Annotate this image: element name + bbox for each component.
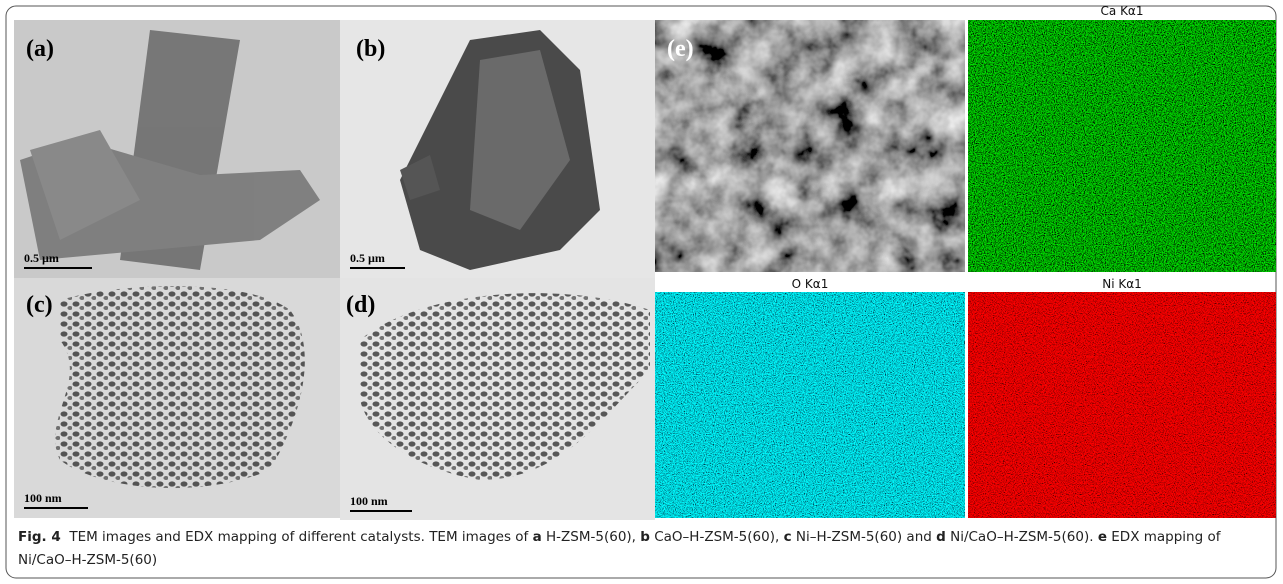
map-label: Ca Kα1	[1101, 4, 1144, 18]
panel-label: (b)	[356, 36, 385, 62]
caption-segment: Ni/CaO–H-ZSM-5(60).	[950, 529, 1093, 545]
caption-segment: e	[1098, 529, 1107, 545]
caption-segment: c	[784, 529, 792, 545]
panel-label: (e)	[667, 36, 694, 62]
panel-label: (a)	[26, 36, 54, 62]
particles-c	[55, 286, 305, 488]
figure-art: Ca Kα1 O Kα1 Ni Kα1 (a) (b) (c) (d) (e) …	[0, 0, 1283, 584]
sem-image	[655, 20, 965, 272]
map-label: Ni Kα1	[1102, 277, 1142, 291]
caption-segment: CaO–H-ZSM-5(60),	[654, 529, 779, 545]
figure: Ca Kα1 O Kα1 Ni Kα1 (a) (b) (c) (d) (e) …	[0, 0, 1283, 584]
ca-map	[968, 20, 1276, 272]
caption-segment: H-ZSM-5(60),	[546, 529, 636, 545]
panel-label: (c)	[26, 292, 53, 318]
scale-bar-label: 0.5 µm	[24, 251, 59, 265]
caption: Fig. 4 TEM images and EDX mapping of dif…	[18, 526, 1263, 572]
scale-bar-label: 0.5 µm	[350, 251, 385, 265]
caption-segment: Ni–H-ZSM-5(60) and	[796, 529, 932, 545]
caption-segment: d	[936, 529, 946, 545]
caption-text: TEM images and EDX mapping of different …	[18, 529, 1221, 568]
scale-bar-label: 100 nm	[350, 494, 388, 508]
map-label: O Kα1	[792, 277, 829, 291]
caption-segment: b	[640, 529, 650, 545]
caption-segment: a	[533, 529, 542, 545]
o-map	[655, 292, 965, 518]
caption-label: Fig. 4	[18, 529, 61, 545]
scale-bar-label: 100 nm	[24, 491, 62, 505]
ni-map	[968, 292, 1276, 518]
caption-segment: TEM images and EDX mapping of different …	[69, 529, 528, 545]
panel-label: (d)	[346, 292, 375, 318]
